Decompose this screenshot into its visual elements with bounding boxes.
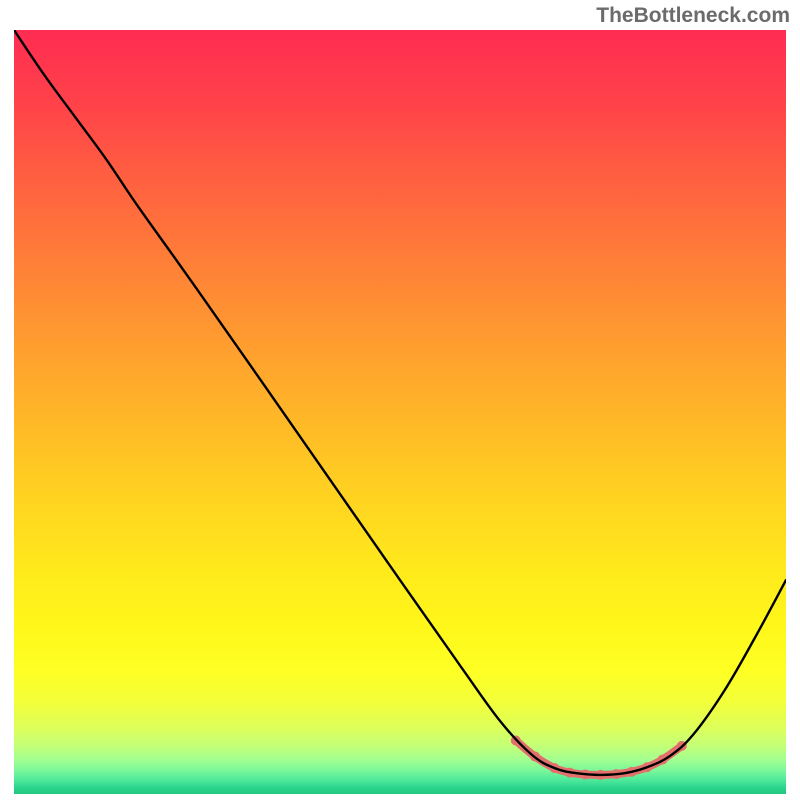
chart-svg [14, 30, 786, 794]
watermark-text: TheBottleneck.com [596, 4, 790, 28]
chart-plot-area [14, 30, 786, 794]
chart-canvas: TheBottleneck.com [0, 0, 800, 800]
chart-background [14, 30, 786, 794]
